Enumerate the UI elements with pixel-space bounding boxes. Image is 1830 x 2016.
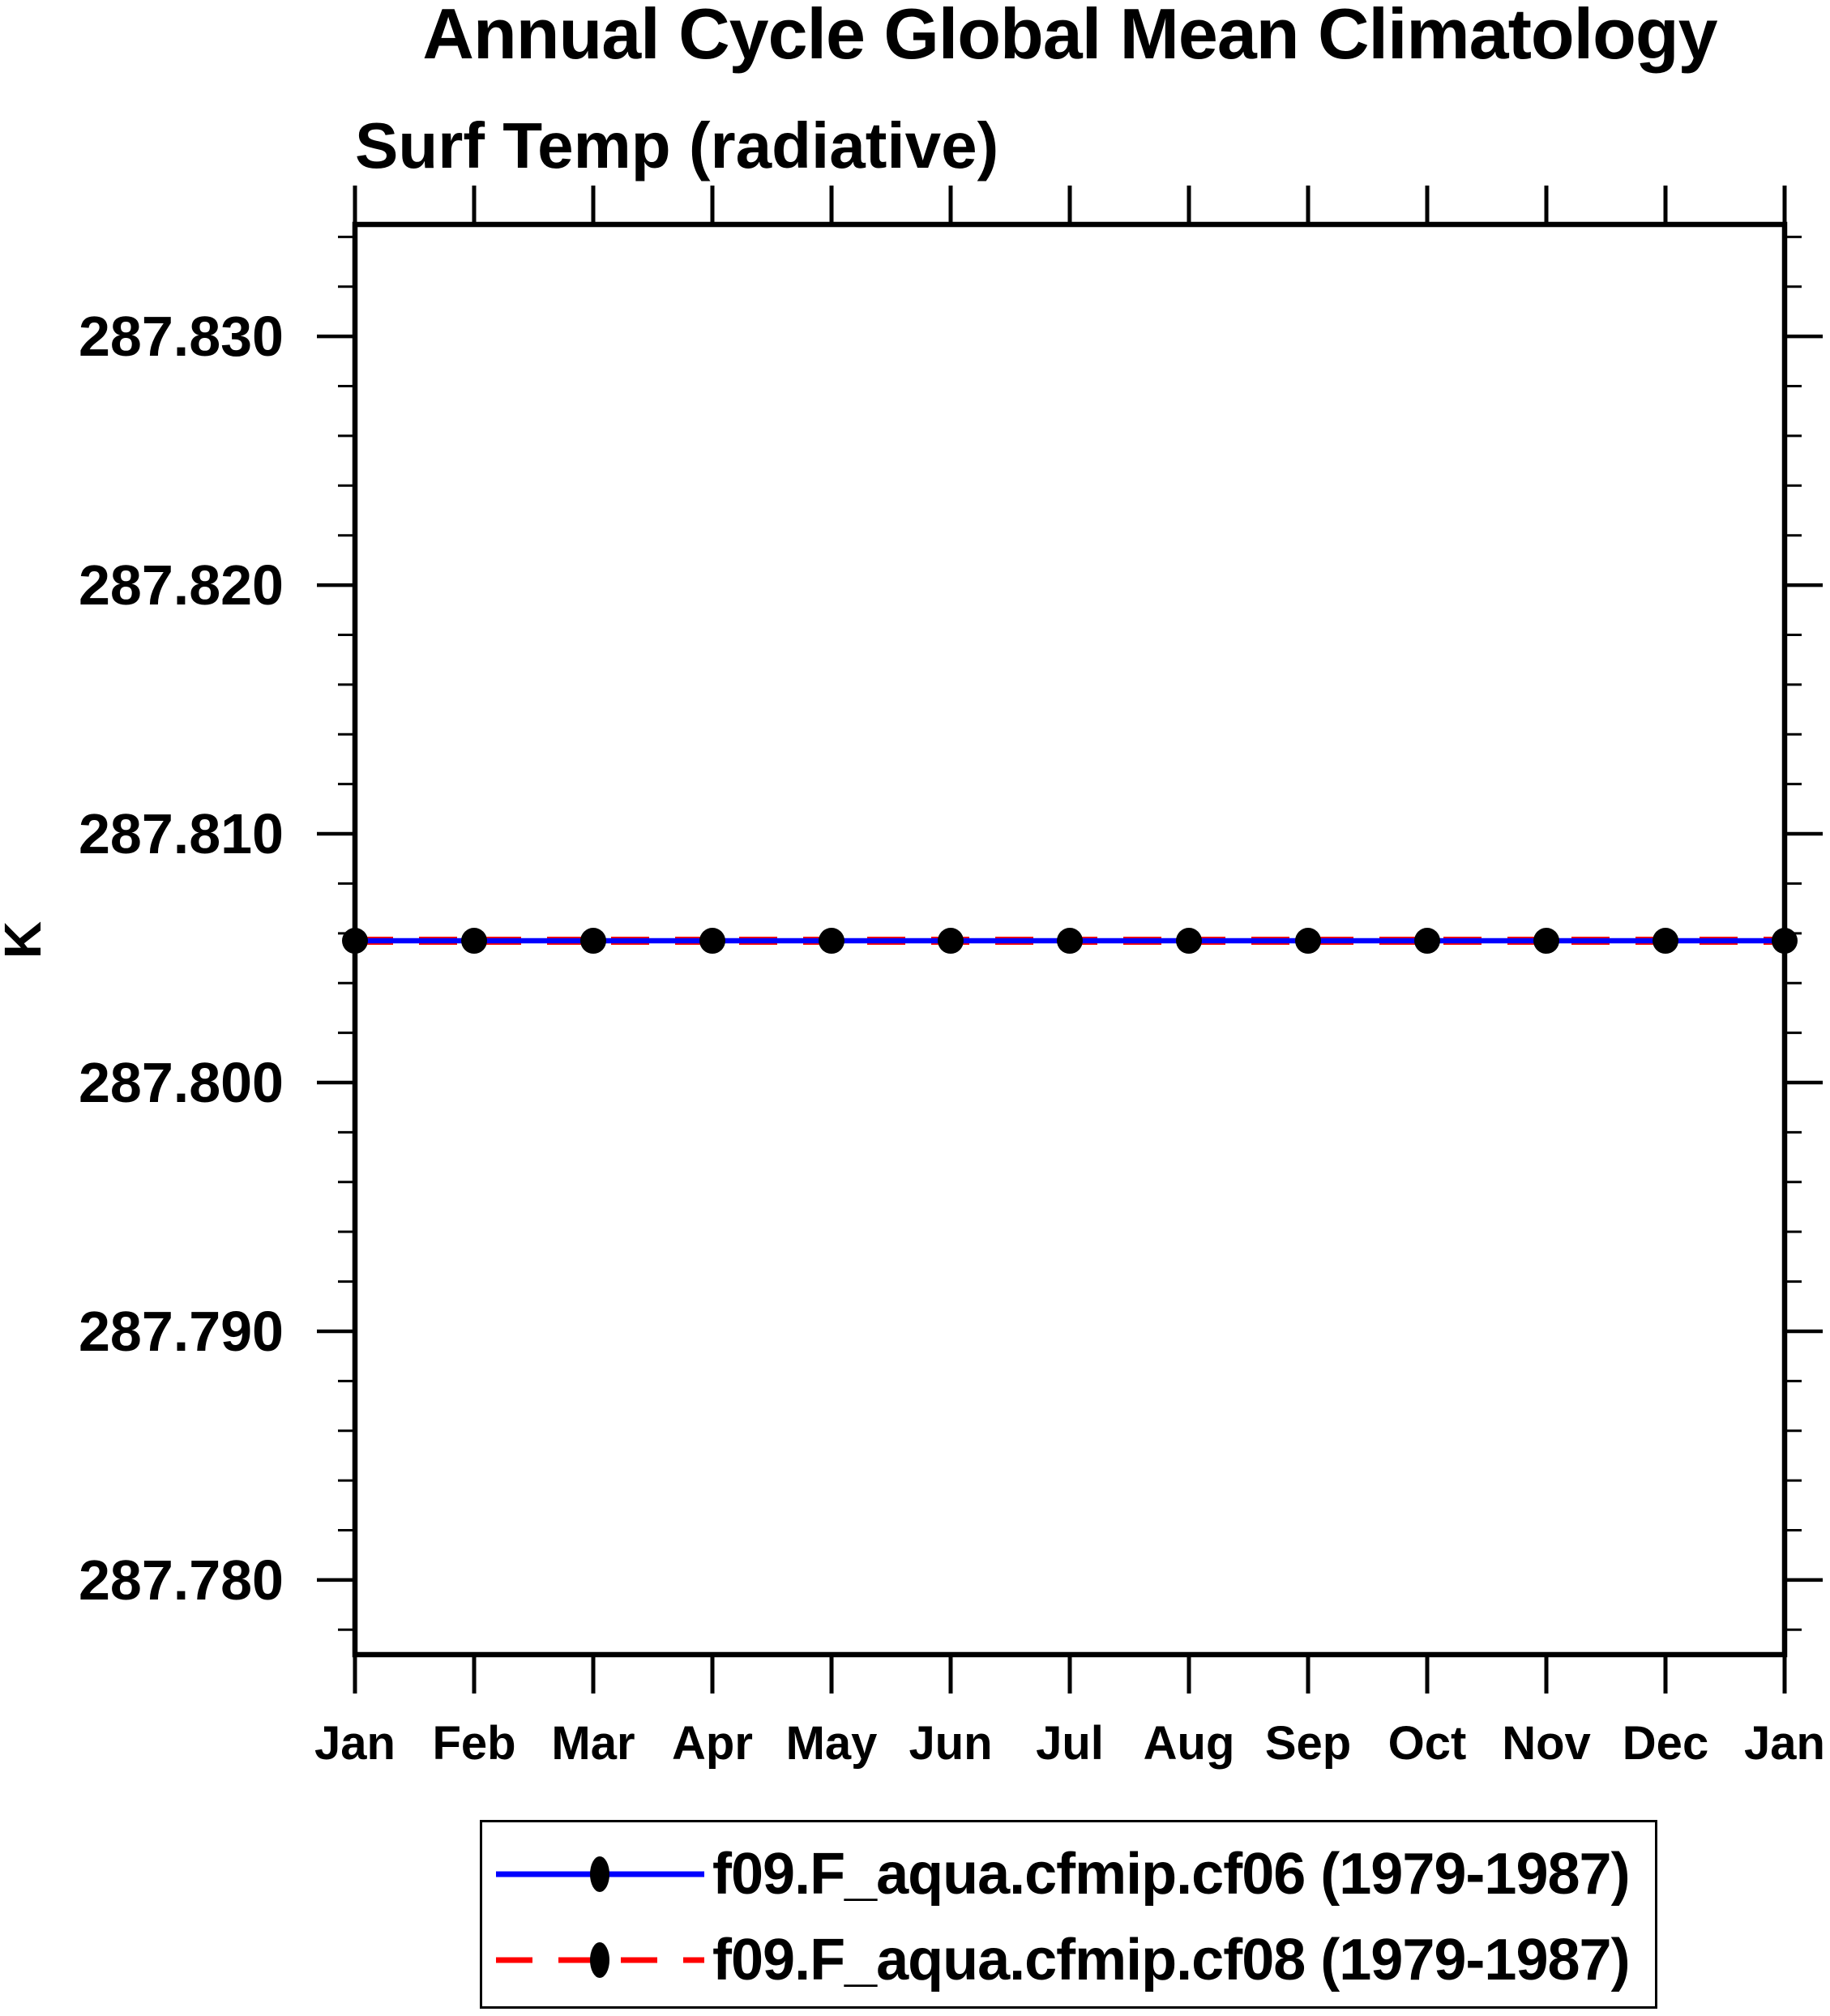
- data-point-marker: [580, 928, 606, 955]
- y-tick-label: 287.790: [78, 1299, 284, 1363]
- month-label: Dec: [1622, 1717, 1709, 1770]
- month-label: Jan: [314, 1717, 396, 1770]
- month-label: Jan: [1744, 1717, 1825, 1770]
- data-point-marker: [1533, 928, 1559, 955]
- month-label: Jul: [1036, 1717, 1104, 1770]
- legend-marker-dot: [590, 1942, 609, 1978]
- chart-title: Annual Cycle Global Mean Climatology: [422, 0, 1717, 74]
- month-label: Sep: [1264, 1717, 1352, 1770]
- data-point-marker: [1176, 928, 1202, 955]
- y-tick-label: 287.780: [78, 1548, 284, 1612]
- y-tick-label: 287.800: [78, 1051, 284, 1114]
- y-tick-label: 287.830: [78, 305, 284, 369]
- data-point-marker: [699, 928, 725, 955]
- data-point-marker: [819, 928, 844, 955]
- month-label: Oct: [1387, 1717, 1467, 1770]
- legend-marker-dot: [590, 1856, 609, 1892]
- data-point-marker: [1295, 928, 1321, 955]
- month-label: Mar: [551, 1717, 635, 1770]
- y-tick-label: 287.810: [78, 802, 284, 866]
- month-label: May: [785, 1717, 878, 1770]
- legend-entry-cf06: f09.F_aqua.cfmip.cf06 (1979-1987): [712, 1842, 1631, 1907]
- legend-entry-cf08: f09.F_aqua.cfmip.cf08 (1979-1987): [712, 1928, 1631, 1993]
- data-point-marker: [1653, 928, 1678, 955]
- legend-samples: [496, 1856, 704, 1978]
- chart-subtitle: Surf Temp (radiative): [355, 109, 999, 182]
- y-tick-label: 287.820: [78, 553, 284, 617]
- month-label: Jun: [909, 1717, 993, 1770]
- month-label: Nov: [1502, 1717, 1591, 1770]
- data-point-marker: [461, 928, 487, 955]
- data-point-marker: [342, 928, 368, 955]
- data-point-marker: [1414, 928, 1440, 955]
- legend: f09.F_aqua.cfmip.cf06 (1979-1987) f09.F_…: [480, 1820, 1657, 2009]
- data-point-marker: [938, 928, 964, 955]
- data-point-marker: [1772, 928, 1798, 955]
- month-label: Feb: [432, 1717, 516, 1770]
- data-point-marker: [1057, 928, 1083, 955]
- month-label: Apr: [672, 1717, 753, 1770]
- month-label: Aug: [1143, 1717, 1235, 1770]
